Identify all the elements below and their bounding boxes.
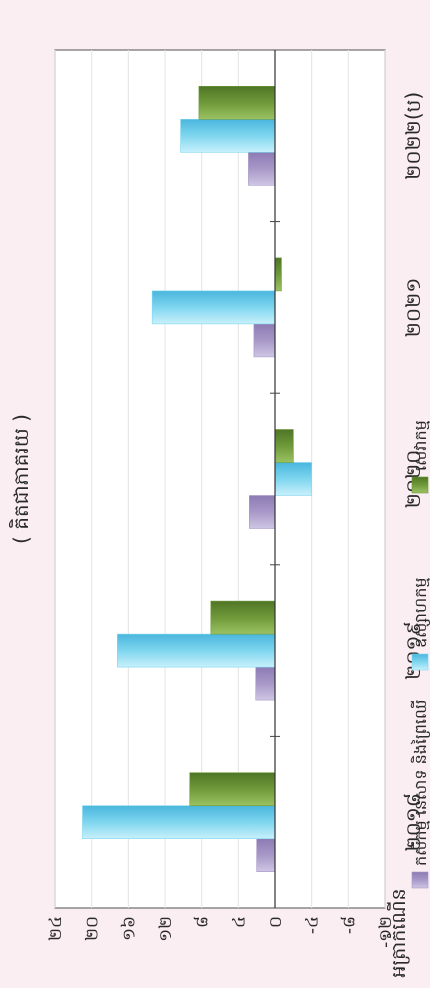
x-category-label: ២០១៨ [401, 793, 425, 852]
y-axis-title: អត្រាកំណើន [386, 888, 410, 977]
bar [253, 323, 276, 358]
legend-swatch [411, 653, 429, 671]
bar [117, 633, 276, 668]
bar [189, 772, 276, 806]
bar [274, 462, 312, 496]
bar [274, 257, 282, 292]
y-tick-label: -៤ [303, 916, 323, 934]
bar [255, 666, 276, 701]
bar [249, 495, 276, 529]
legend-label: កសិកម្ម នេសាទ និងព្រៃឈើ [410, 700, 430, 867]
subtitle: ( គិតជាភាគរយ ) [8, 414, 33, 544]
y-tick-label: ២៤ [46, 916, 66, 941]
legend: កសិកម្ម នេសាទ និងព្រៃឈើ ឧស្សាហកម្ម សេវាកម្… [410, 420, 430, 889]
y-tick-label: -១២ [376, 916, 396, 948]
legend-label: សេវាកម្ម [411, 420, 430, 471]
bar [248, 151, 276, 186]
bar [82, 805, 276, 839]
y-tick-label: ០ [266, 916, 286, 928]
y-tick-label: ១២ [156, 916, 176, 942]
bar [256, 838, 276, 872]
bar [210, 600, 276, 635]
y-tick-label: -៨ [339, 916, 359, 934]
legend-swatch [411, 871, 429, 889]
bar [274, 429, 294, 463]
bar [151, 290, 276, 325]
x-category-label: ២០២១ [401, 278, 425, 338]
y-tick-label: ៤ [229, 916, 249, 928]
legend-swatch [411, 476, 429, 494]
y-tick-label: ២០ [83, 916, 103, 941]
x-category-label: ២០២២(ប) [401, 92, 425, 180]
y-tick-label: ១៦ [119, 916, 139, 941]
bar [198, 85, 276, 120]
bar [180, 118, 276, 153]
axis-ticks: ២៤ ២០ ១៦ ១២ ៨ ៤ ០ -៤ -៨ -១២ [46, 221, 396, 948]
bars [82, 85, 312, 872]
legend-label: ឧស្សាហកម្ម [411, 577, 430, 648]
y-tick-label: ៨ [193, 916, 213, 928]
